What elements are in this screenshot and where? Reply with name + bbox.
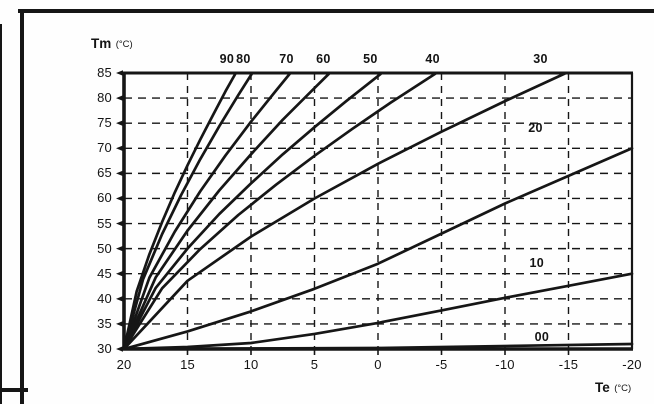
- curve-80: [122, 71, 254, 351]
- curve-70: [122, 71, 292, 351]
- page-frame-top: [18, 9, 654, 13]
- y-axis-title: Tm (°C): [91, 35, 133, 53]
- x-axis-title-main: Te: [595, 380, 610, 395]
- y-axis-tick: [116, 120, 123, 126]
- curve-50: [122, 71, 384, 351]
- y-axis-title-main: Tm: [91, 36, 112, 51]
- y-axis-tick: [116, 220, 123, 227]
- y-axis-tick: [116, 170, 123, 177]
- curve-10: [122, 272, 634, 351]
- curve-40: [122, 71, 438, 351]
- y-axis-title-unit: (°C): [115, 39, 133, 50]
- page-frame-left: [20, 9, 24, 404]
- y-axis-tick: [116, 296, 123, 302]
- page-edge-strip: [0, 24, 2, 404]
- y-axis-tick: [116, 346, 123, 352]
- curve-30: [122, 71, 568, 351]
- y-axis-tick: [116, 270, 123, 277]
- y-axis-tick: [116, 70, 123, 76]
- x-axis-title-unit: (°C): [614, 383, 632, 394]
- y-axis-tick: [116, 145, 123, 152]
- page-frame-bottom-left: [0, 388, 28, 392]
- y-axis-tick: [116, 245, 123, 252]
- x-axis-title: Te (°C): [595, 379, 631, 397]
- y-axis-tick: [116, 95, 123, 101]
- curve-60: [122, 71, 332, 351]
- curve-90: [122, 71, 238, 351]
- y-axis-tick: [116, 195, 123, 202]
- curve-20: [122, 146, 634, 351]
- y-axis-tick: [116, 321, 123, 327]
- curve-00: [122, 342, 634, 351]
